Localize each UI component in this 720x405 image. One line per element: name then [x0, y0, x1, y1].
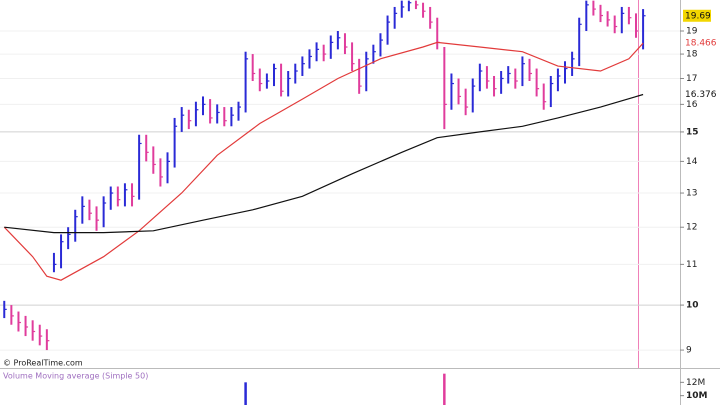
moving-average [3, 41, 644, 281]
price-label-box [683, 9, 711, 22]
credit: © ProRealTime.com [3, 359, 83, 368]
price-label: 18.466 [685, 39, 717, 49]
price-label: 16.376 [685, 90, 717, 100]
price-label-box [683, 37, 711, 50]
y-tick-label: 14 [686, 157, 698, 167]
y-tick-label: 11 [686, 260, 697, 270]
volume-tick-label: 10M [686, 391, 708, 401]
y-tick-label: 18 [686, 50, 698, 60]
price-label-box [683, 88, 711, 101]
moving-average [4, 93, 644, 234]
y-tick-label: 12 [686, 223, 697, 233]
y-tick-label: 19 [686, 26, 698, 36]
volume-tick-label: 12M [686, 378, 705, 388]
price-label: 19.69 [685, 11, 711, 21]
y-tick-label: 10 [686, 301, 699, 311]
volume-title: Volume Moving average (Simple 50) [3, 372, 148, 381]
y-tick-label: 15 [686, 127, 699, 137]
y-tick-label: 13 [686, 189, 697, 199]
y-tick-label: 17 [686, 74, 697, 84]
y-tick-label: 9 [686, 346, 692, 356]
y-tick-label: 16 [686, 100, 698, 110]
